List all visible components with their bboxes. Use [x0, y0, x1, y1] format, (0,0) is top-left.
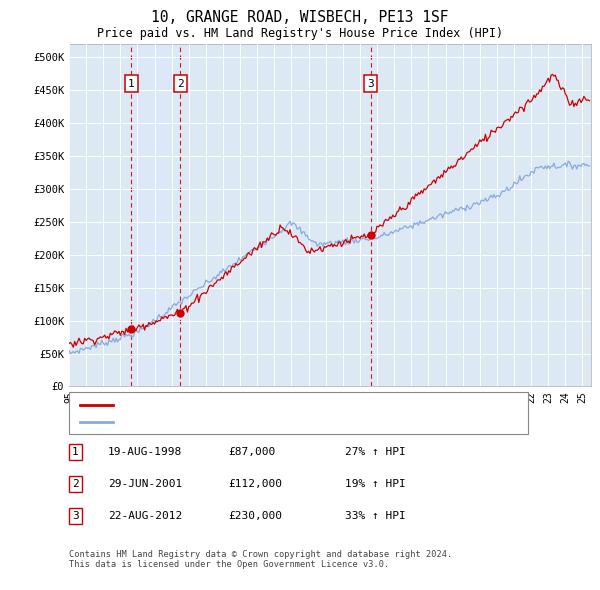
- Text: 10, GRANGE ROAD, WISBECH, PE13 1SF (detached house): 10, GRANGE ROAD, WISBECH, PE13 1SF (deta…: [120, 400, 439, 409]
- Text: 27% ↑ HPI: 27% ↑ HPI: [345, 447, 406, 457]
- Text: 33% ↑ HPI: 33% ↑ HPI: [345, 511, 406, 521]
- Text: £87,000: £87,000: [228, 447, 275, 457]
- Text: 29-JUN-2001: 29-JUN-2001: [108, 479, 182, 489]
- Text: 22-AUG-2012: 22-AUG-2012: [108, 511, 182, 521]
- Text: 19% ↑ HPI: 19% ↑ HPI: [345, 479, 406, 489]
- Text: £230,000: £230,000: [228, 511, 282, 521]
- Text: 1: 1: [72, 447, 79, 457]
- Text: £112,000: £112,000: [228, 479, 282, 489]
- Text: 2: 2: [176, 78, 184, 88]
- Text: HPI: Average price, detached house, Fenland: HPI: Average price, detached house, Fenl…: [120, 417, 389, 427]
- Bar: [131, 44, 180, 386]
- Text: 3: 3: [368, 78, 374, 88]
- Text: 19-AUG-1998: 19-AUG-1998: [108, 447, 182, 457]
- Text: 2: 2: [72, 479, 79, 489]
- Text: 10, GRANGE ROAD, WISBECH, PE13 1SF: 10, GRANGE ROAD, WISBECH, PE13 1SF: [151, 10, 449, 25]
- Text: 1: 1: [128, 78, 134, 88]
- Text: Contains HM Land Registry data © Crown copyright and database right 2024.
This d: Contains HM Land Registry data © Crown c…: [69, 550, 452, 569]
- Text: Price paid vs. HM Land Registry's House Price Index (HPI): Price paid vs. HM Land Registry's House …: [97, 27, 503, 40]
- Text: 3: 3: [72, 511, 79, 521]
